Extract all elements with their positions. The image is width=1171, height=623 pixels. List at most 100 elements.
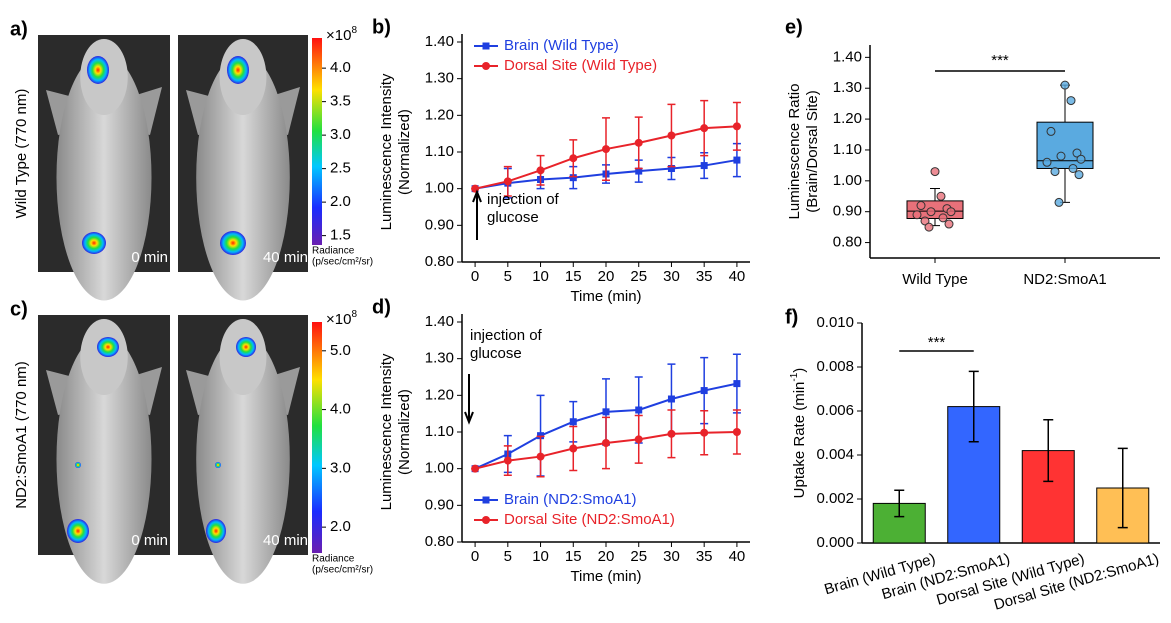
x-axis-label: Time (min)	[570, 568, 641, 585]
mouse-head	[80, 319, 128, 395]
y-tick-label: 0.010	[816, 314, 854, 331]
signal-spot	[75, 462, 81, 468]
data-point	[920, 216, 930, 226]
marker	[667, 429, 676, 438]
y-tick-label: 1.30	[833, 79, 862, 96]
marker	[732, 428, 741, 436]
panel-label: e)	[785, 16, 803, 38]
data-point	[1072, 148, 1082, 158]
marker	[700, 124, 709, 133]
y-tick-label: 1.20	[833, 110, 862, 127]
y-tick-label: 0.80	[833, 234, 862, 251]
signal-spot	[215, 462, 221, 468]
marker	[471, 464, 480, 473]
marker	[569, 154, 578, 163]
marker	[602, 439, 610, 447]
error-bar	[1117, 447, 1128, 529]
legend-label: Brain (Wild Type)	[504, 37, 619, 54]
legend-marker	[482, 62, 490, 70]
panel-label: c)	[10, 298, 28, 320]
x-tick-label: 40	[729, 548, 746, 565]
data-point	[912, 210, 922, 220]
significance-label: ***	[928, 334, 946, 351]
data-point	[926, 207, 936, 217]
time-label: 0 min	[131, 249, 168, 266]
x-tick-label: 35	[696, 268, 713, 285]
marker	[536, 452, 545, 461]
mouse-body	[56, 53, 152, 301]
marker	[733, 380, 741, 388]
marker	[503, 177, 512, 186]
marker	[635, 167, 643, 175]
colorbar-units: (p/sec/cm²/sr)	[312, 257, 373, 268]
colorbar-tick-label: 2.5	[330, 160, 351, 177]
signal-spot	[220, 231, 246, 255]
colorbar-multiplier: ×108	[326, 25, 357, 44]
signal-spot	[97, 337, 119, 357]
error-bar	[1043, 419, 1054, 483]
data-point	[1046, 126, 1056, 136]
marker	[602, 145, 610, 154]
y-tick-label: 1.10	[833, 141, 862, 158]
colorbar-label: Radiance	[312, 246, 355, 257]
x-tick-label: 15	[565, 548, 582, 565]
y-axis-label: (Normalized)	[396, 389, 413, 475]
x-tick-label: 30	[663, 268, 680, 285]
data-point	[1054, 197, 1064, 207]
x-tick-label: 15	[565, 268, 582, 285]
x-axis-label: Time (min)	[570, 288, 641, 305]
x-tick-label: 0	[471, 268, 479, 285]
y-axis-label-exponent: -1	[789, 372, 800, 381]
annotation-arrow	[472, 189, 482, 240]
y-tick-label: 0.90	[425, 216, 454, 233]
marker	[634, 138, 643, 147]
y-tick-label: 1.40	[425, 313, 454, 330]
annotation: glucose	[470, 345, 522, 362]
marker	[667, 165, 675, 172]
y-axis-label: (Normalized)	[396, 109, 413, 195]
x-tick-label: 5	[504, 268, 512, 285]
signal-spot	[236, 337, 256, 357]
y-tick-label: 1.00	[425, 180, 454, 197]
colorbar-multiplier: ×108	[326, 309, 357, 328]
data-point	[944, 219, 954, 229]
y-axis-label: Luminescence Intensity	[378, 353, 395, 510]
data-point	[946, 207, 956, 217]
legend-label: Dorsal Site (Wild Type)	[504, 57, 657, 74]
y-tick-label: 0.000	[816, 534, 854, 551]
data-point	[1076, 154, 1086, 164]
mouse-head	[219, 319, 267, 395]
signal-spot	[227, 56, 249, 84]
legend-marker	[482, 42, 490, 50]
panel-label: a)	[10, 18, 28, 40]
marker	[667, 395, 675, 403]
y-axis-label: Wild Type (770 nm)	[13, 89, 30, 219]
x-tick-label: 10	[532, 548, 549, 565]
marker	[569, 444, 578, 453]
annotation: injection of	[487, 191, 560, 208]
y-axis-label: Luminescence Intensity	[378, 73, 395, 230]
y-axis-label: (Brain/Dorsal Site)	[804, 90, 821, 213]
x-tick-label: 0	[471, 548, 479, 565]
marker	[700, 387, 708, 395]
colorbar-multiplier-base: ×10	[326, 27, 351, 44]
data-point	[1066, 96, 1076, 106]
y-tick-label: 0.90	[833, 203, 862, 220]
error-bar	[894, 489, 905, 518]
colorbar-tick-label: 2.0	[330, 193, 351, 210]
colorbar-multiplier-base: ×10	[326, 311, 351, 328]
panel-label: f)	[785, 306, 798, 328]
data-point	[1068, 163, 1078, 173]
marker	[667, 131, 676, 140]
y-tick-label: 1.20	[425, 386, 454, 403]
y-axis-label: ND2:SmoA1 (770 nm)	[13, 361, 30, 509]
data-point	[1042, 157, 1052, 167]
y-axis-label: Uptake Rate (min-1)	[789, 368, 808, 499]
colorbar-tick-label: 3.5	[330, 93, 351, 110]
x-tick-label: 30	[663, 548, 680, 565]
annotation: injection of	[470, 327, 543, 344]
y-tick-label: 0.008	[816, 358, 854, 375]
data-point	[938, 213, 948, 223]
y-tick-label: 1.30	[425, 350, 454, 367]
